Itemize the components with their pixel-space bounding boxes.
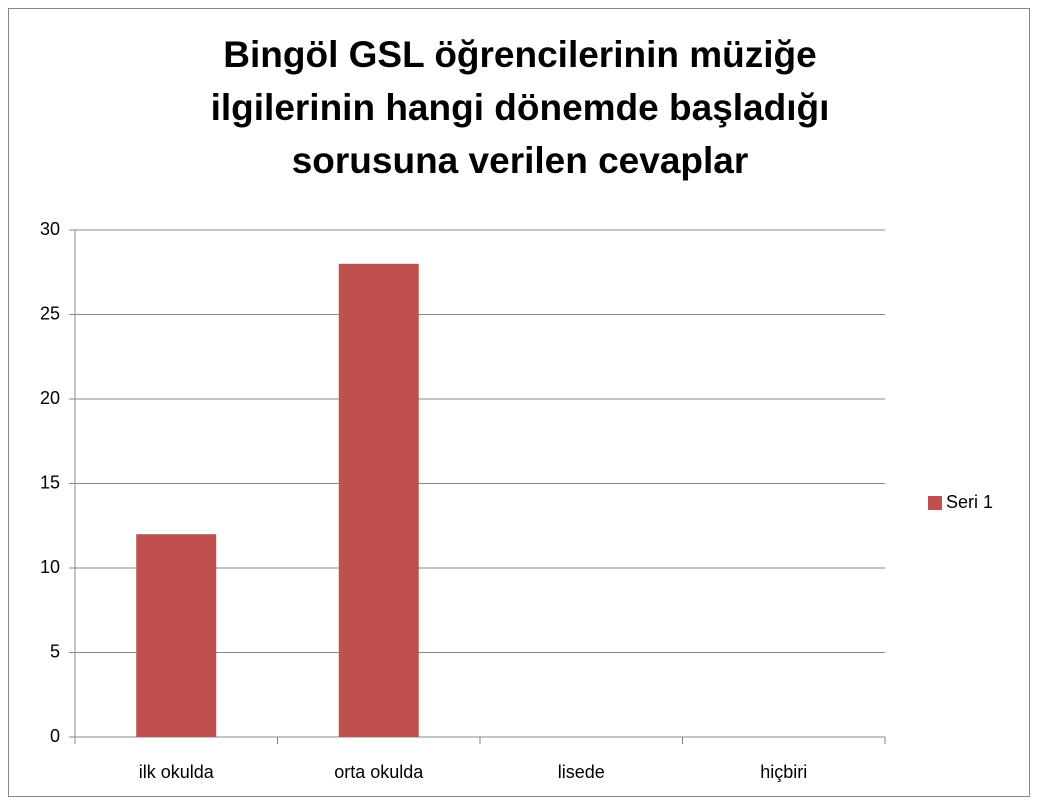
legend-label: Seri 1 — [946, 492, 993, 512]
x-tick-label: lisede — [558, 762, 605, 782]
x-tick-label: hiçbiri — [760, 762, 807, 782]
y-tick-label: 30 — [40, 219, 60, 239]
x-tick-label: orta okulda — [334, 762, 424, 782]
y-tick-label: 20 — [40, 388, 60, 408]
bar — [338, 263, 419, 737]
y-tick-label: 15 — [40, 472, 60, 492]
bar — [136, 534, 217, 737]
x-tick-label: ilk okulda — [139, 762, 215, 782]
y-tick-label: 5 — [50, 641, 60, 661]
y-tick-label: 25 — [40, 303, 60, 323]
y-tick-label: 10 — [40, 557, 60, 577]
y-tick-label: 0 — [50, 726, 60, 746]
chart-title: Bingöl GSL öğrencilerinin müziğe ilgiler… — [210, 34, 830, 181]
legend-swatch — [928, 496, 942, 510]
